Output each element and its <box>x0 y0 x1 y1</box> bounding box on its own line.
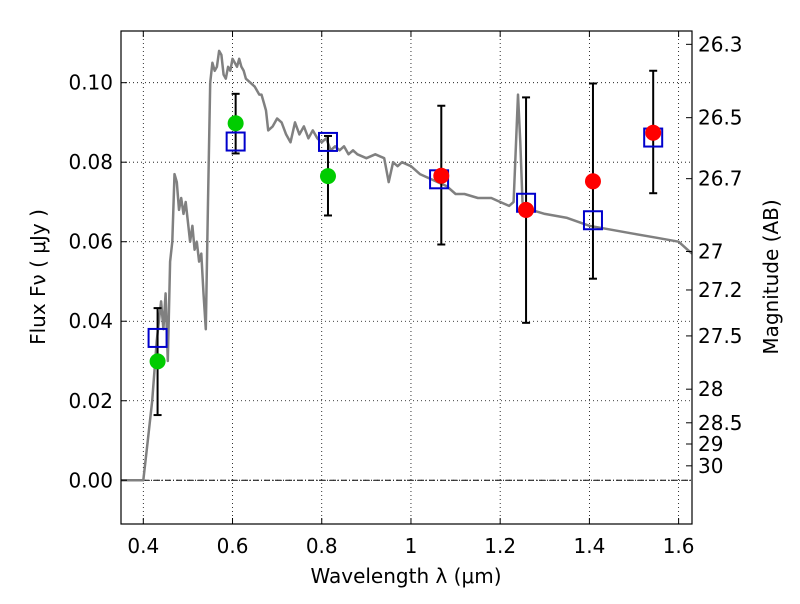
y-tick-label: 0.04 <box>68 309 113 333</box>
y-axis-label: Flux Fν ( μJy ) <box>26 209 50 345</box>
model-sed-layer <box>121 49 693 482</box>
magnitude-tick-label: 27.2 <box>698 278 743 302</box>
magnitude-tick-label: 28 <box>698 377 723 401</box>
observed-flux-point <box>584 173 601 190</box>
magnitude-tick-label: 26.3 <box>698 32 743 56</box>
x-tick-label: 1 <box>405 534 418 558</box>
x-axis-label: Wavelength λ (μm) <box>310 564 501 588</box>
magnitude-tick-label: 27.5 <box>698 324 743 348</box>
x-tick-label: 0.4 <box>127 534 159 558</box>
y-tick-label: 0.00 <box>68 468 113 492</box>
right-y-axis-label: Magnitude (AB) <box>759 199 783 354</box>
y-tick-label: 0.06 <box>68 230 113 254</box>
observed-flux-point <box>518 201 535 218</box>
observed-flux-point <box>645 124 662 141</box>
x-tick-label: 0.6 <box>217 534 249 558</box>
y-tick-label: 0.08 <box>68 150 113 174</box>
x-tick-label: 1.6 <box>663 534 695 558</box>
observed-flux-point <box>227 115 244 132</box>
axis-ticks: 0.4 0.6 0.8 1 1.2 1.4 1.6 0.00 0.02 0.04 0.06 0.08 0… <box>68 31 743 558</box>
model-photometry-point <box>225 131 246 152</box>
plot-frame <box>120 30 693 525</box>
magnitude-tick-label: 26.7 <box>698 167 743 191</box>
magnitude-tick-label: 26.5 <box>698 106 743 130</box>
data-markers <box>147 115 664 370</box>
observed-flux-point <box>319 168 336 185</box>
model-photometry-point <box>147 327 168 348</box>
x-tick-label: 1.4 <box>573 534 605 558</box>
model-photometry-point <box>582 210 603 231</box>
model-photometry-point <box>317 131 338 152</box>
magnitude-tick-label: 30 <box>698 454 723 478</box>
model-sed-line <box>121 49 693 482</box>
y-tick-label: 0.02 <box>68 389 113 413</box>
magnitude-tick-label: 27 <box>698 239 723 263</box>
observed-flux-point <box>433 167 450 184</box>
magnitude-tick-label: 28.5 <box>698 411 743 435</box>
observed-flux-point <box>149 353 166 370</box>
y-tick-label: 0.10 <box>68 71 113 95</box>
magnitude-tick-label: 29 <box>698 432 723 456</box>
x-tick-label: 1.2 <box>484 534 516 558</box>
x-tick-label: 0.8 <box>306 534 338 558</box>
